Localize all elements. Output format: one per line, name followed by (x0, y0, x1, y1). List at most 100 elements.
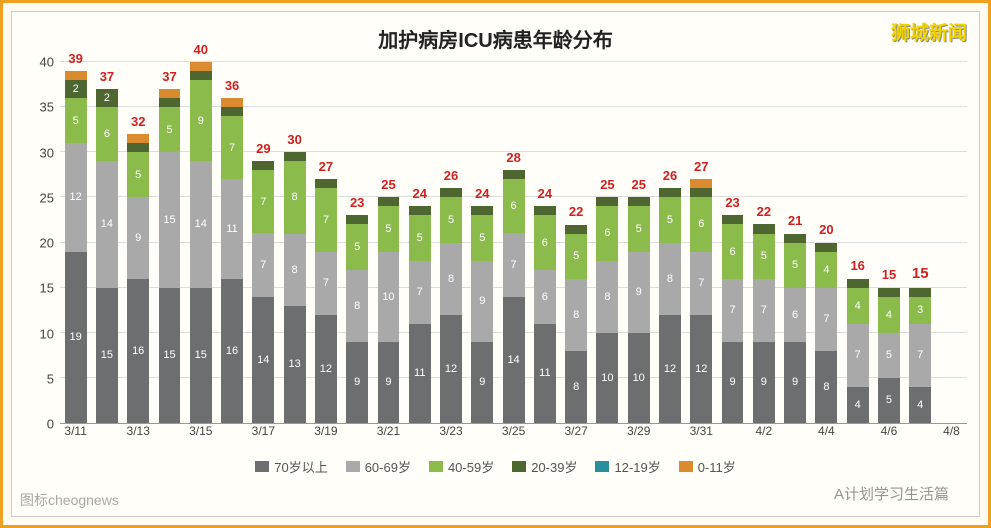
bar-segment: 4 (847, 387, 869, 423)
bar-segment (565, 225, 587, 234)
bar-stack: 985 (346, 215, 368, 423)
bar-segment: 7 (252, 170, 274, 233)
bar-segment: 14 (190, 161, 212, 287)
x-axis: 3/113/133/153/173/193/213/233/253/273/29… (60, 424, 967, 446)
x-tick: 3/17 (248, 424, 279, 446)
bar-segment: 9 (190, 80, 212, 161)
bar-stack: 1276 (690, 179, 712, 423)
bar-column: 169532 (123, 62, 154, 423)
bar-stack: 965 (784, 233, 806, 423)
bar-segment (127, 143, 149, 152)
legend-swatch (255, 461, 269, 472)
bar-segment: 9 (628, 252, 650, 333)
bar-column: 55415 (873, 62, 904, 423)
bar-segment (753, 224, 775, 233)
bar-column: 965 21 (779, 62, 810, 423)
total-label: 22 (757, 204, 771, 219)
bar-segment: 7 (315, 188, 337, 251)
bar-segment: 9 (722, 342, 744, 423)
bar-stack: 1175 (409, 206, 431, 423)
bar-column: 97623 (717, 62, 748, 423)
bar-column: 128526 (435, 62, 466, 423)
legend: 70岁以上60-69岁40-59岁20-39岁12-19岁0-11岁 (12, 457, 979, 476)
bar-segment: 8 (284, 161, 306, 233)
bar-segment (628, 197, 650, 206)
x-tick: 3/27 (561, 424, 592, 446)
bar-segment: 16 (127, 279, 149, 423)
bar-segment: 14 (252, 297, 274, 423)
bar-stack: 474 (847, 279, 869, 423)
total-label: 27 (694, 159, 708, 174)
total-label: 23 (725, 195, 739, 210)
watermark-left: 图标cheognews (20, 490, 119, 510)
x-tick (905, 424, 936, 446)
x-tick: 4/2 (748, 424, 779, 446)
y-tick: 15 (40, 281, 54, 296)
legend-swatch (512, 461, 526, 472)
x-tick (779, 424, 810, 446)
bar-stack: 995 (471, 206, 493, 423)
total-label: 25 (381, 177, 395, 192)
bar-segment: 11 (534, 324, 556, 423)
bar-segment: 6 (784, 288, 806, 342)
bar-segment: 7 (690, 252, 712, 315)
bar-segment: 9 (471, 261, 493, 342)
bar-segment: 8 (346, 270, 368, 342)
bar-column: 1175 24 (404, 62, 435, 423)
bar-column: 1277 27 (310, 62, 341, 423)
total-label: 24 (413, 186, 427, 201)
total-label: 37 (100, 69, 114, 84)
x-tick: 3/13 (123, 424, 154, 446)
bar-stack: 151462 (96, 89, 118, 423)
bar-column: 1515537 (154, 62, 185, 423)
bar-stack: 473 (909, 288, 931, 423)
bar-stack: 9105 (378, 197, 400, 423)
bar-segment (690, 188, 712, 197)
bar-segment (722, 215, 744, 224)
bar-stack: 1476 (503, 170, 525, 423)
bar-segment: 5 (471, 215, 493, 260)
bar-segment: 9 (378, 342, 400, 423)
bar-stack: 1166 (534, 206, 556, 423)
bar-column: 87420 (811, 62, 842, 423)
bar-segment (534, 206, 556, 215)
x-tick (654, 424, 685, 446)
bar-stack: 885 (565, 224, 587, 423)
x-tick (842, 424, 873, 446)
x-tick: 3/23 (435, 424, 466, 446)
x-tick (279, 424, 310, 446)
bar-stack: 874 (815, 243, 837, 424)
bar-column: 975 22 (748, 62, 779, 423)
legend-item: 0-11岁 (679, 457, 736, 476)
chart-area: 加护病房ICU病患年龄分布 狮城新闻 0510152025303540 1912… (11, 11, 980, 517)
bar-segment: 10 (628, 333, 650, 423)
bar-stack: 1277 (315, 179, 337, 423)
legend-label: 20-39岁 (531, 457, 577, 476)
y-tick: 30 (40, 145, 54, 160)
legend-item: 40-59岁 (429, 457, 494, 476)
bar-segment: 7 (847, 324, 869, 387)
total-label: 22 (569, 204, 583, 219)
bar-stack: 975 (753, 224, 775, 423)
total-label: 21 (788, 213, 802, 228)
bar-segment (909, 288, 931, 297)
bar-segment: 8 (659, 243, 681, 315)
bar-stack: 1695 (127, 134, 149, 423)
bar-segment: 6 (503, 179, 525, 233)
bar-stack: 554 (878, 288, 900, 423)
bar-segment: 9 (784, 342, 806, 423)
legend-swatch (679, 461, 693, 472)
bar-column: 109525 (623, 62, 654, 423)
total-label: 23 (350, 195, 364, 210)
bar-segment: 8 (565, 351, 587, 423)
bar-segment: 4 (815, 252, 837, 288)
legend-item: 12-19岁 (595, 457, 660, 476)
bar-column: 47416 (842, 62, 873, 423)
total-label: 27 (319, 159, 333, 174)
bar-segment: 14 (96, 161, 118, 287)
bar-segment: 9 (753, 342, 775, 423)
x-tick: 4/8 (936, 424, 967, 446)
total-label: 25 (600, 177, 614, 192)
bar-column: 1276 27 (686, 62, 717, 423)
bar-segment: 19 (65, 252, 87, 423)
